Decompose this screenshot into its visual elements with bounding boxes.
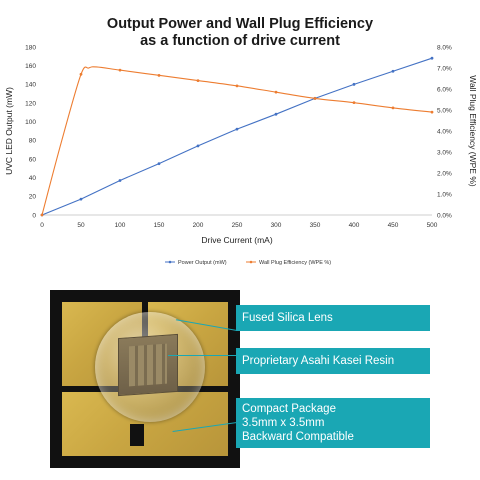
y-left-tick-label: 180 xyxy=(25,44,36,51)
x-tick-label: 350 xyxy=(310,222,321,229)
y-left-tick-label: 60 xyxy=(29,156,37,163)
series-1-point xyxy=(430,56,434,60)
series-2-point xyxy=(391,106,395,110)
series-2-point xyxy=(196,79,200,82)
callout-text: Backward Compatible xyxy=(242,431,354,443)
callout-text: Compact Package xyxy=(242,403,336,415)
callout-fused-silica-lens: Fused Silica Lens xyxy=(236,305,430,331)
chart-title-line-2: as a function of drive current xyxy=(140,33,340,49)
y-left-tick-label: 40 xyxy=(29,175,37,182)
series-2-point xyxy=(274,90,278,94)
callout-text: Proprietary Asahi Kasei Resin xyxy=(242,355,395,367)
chart: 0 50 100 150 200 250 300 350 400 450 500 0 20 40 60 80 1… xyxy=(4,44,478,266)
series-line-2 xyxy=(41,66,433,216)
axes: 0 50 100 150 200 250 300 350 400 450 500 0 20 40 60 80 1… xyxy=(4,44,478,245)
x-tick-label: 450 xyxy=(388,222,399,229)
callout-text: 3.5mm x 3.5mm xyxy=(242,417,325,429)
callout-compact-package: Compact Package 3.5mm x 3.5mm Backward C… xyxy=(236,398,430,448)
series-1-point xyxy=(352,82,356,86)
y-right-tick-label: 4.0% xyxy=(437,128,452,135)
led-chip xyxy=(118,333,178,397)
y-left-tick-label: 0 xyxy=(32,212,36,219)
y-left-tick-label: 80 xyxy=(29,138,37,145)
x-tick-label: 200 xyxy=(193,222,204,229)
callout-asahi-kasei-resin: Proprietary Asahi Kasei Resin xyxy=(236,348,430,374)
series xyxy=(40,56,434,217)
y-right-tick-label: 3.0% xyxy=(437,149,452,156)
series-2-point xyxy=(79,72,83,76)
y-left-tick-label: 100 xyxy=(25,119,36,126)
chart-title: Output Power and Wall Plug Efficiency as… xyxy=(0,16,480,50)
series-1-point xyxy=(118,179,122,182)
legend: Power Output (mW) Wall Plug Efficiency (W… xyxy=(165,260,331,266)
legend-marker-2 xyxy=(249,260,253,264)
series-2-point xyxy=(235,84,239,88)
legend-marker-1 xyxy=(168,260,172,264)
callout-connector-2 xyxy=(168,355,237,356)
x-tick-label: 400 xyxy=(349,222,360,229)
y-left-tick-label: 20 xyxy=(29,194,37,201)
series-2-point xyxy=(40,213,44,217)
series-1-point xyxy=(391,69,395,73)
y-right-axis-label: Wall Plug Efficiency (WPE %) xyxy=(468,75,478,187)
product-photo xyxy=(50,290,240,468)
y-right-tick-label: 0.0% xyxy=(437,212,452,219)
x-tick-label: 300 xyxy=(271,222,282,229)
x-tick-label: 0 xyxy=(40,222,44,229)
legend-label-2: Wall Plug Efficiency (WPE %) xyxy=(259,260,331,266)
x-axis-label: Drive Current (mA) xyxy=(201,235,272,245)
y-right-tick-label: 5.0% xyxy=(437,107,452,114)
x-tick-label: 250 xyxy=(232,222,243,229)
series-1-point xyxy=(235,127,239,131)
series-1-point xyxy=(157,162,161,166)
y-right-tick-label: 1.0% xyxy=(437,191,452,198)
series-1-point xyxy=(79,197,83,201)
y-right-tick-label: 8.0% xyxy=(437,44,452,51)
chart-title-line-1: Output Power and Wall Plug Efficiency xyxy=(106,16,374,32)
y-left-tick-label: 120 xyxy=(25,100,36,107)
series-line-1 xyxy=(41,57,433,216)
y-right-tick-label: 7.0% xyxy=(437,65,452,72)
callout-text: Fused Silica Lens xyxy=(242,312,333,324)
y-left-tick-label: 140 xyxy=(25,82,36,89)
y-left-axis-label: UVC LED Output (mW) xyxy=(4,87,14,175)
y-left-tick-label: 160 xyxy=(25,63,36,70)
series-2-point xyxy=(118,68,122,72)
x-tick-label: 150 xyxy=(154,222,165,229)
series-2-point xyxy=(352,101,356,105)
y-right-tick-label: 2.0% xyxy=(437,170,452,177)
pad-notch xyxy=(130,424,144,446)
legend-label-1: Power Output (mW) xyxy=(178,260,227,266)
series-1-point xyxy=(274,112,278,116)
x-tick-label: 500 xyxy=(427,222,438,229)
series-2-point xyxy=(313,97,317,100)
series-2-point xyxy=(430,110,434,114)
x-tick-label: 50 xyxy=(77,222,85,229)
series-1-point xyxy=(196,144,200,148)
y-right-tick-label: 6.0% xyxy=(437,86,452,93)
series-2-point xyxy=(157,73,161,77)
x-tick-label: 100 xyxy=(115,222,126,229)
